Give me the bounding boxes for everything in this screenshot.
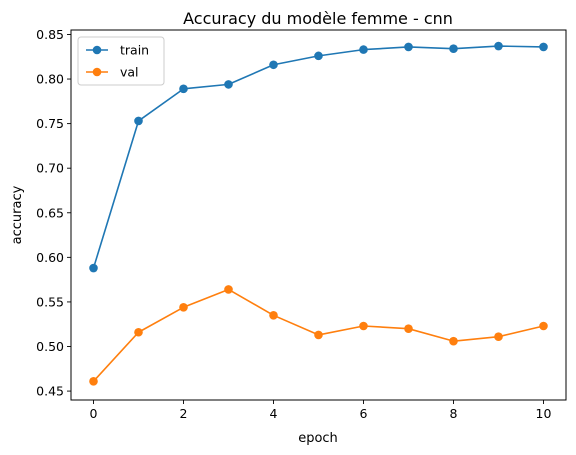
- data-point-train: [494, 41, 503, 51]
- x-axis-label: epoch: [298, 431, 338, 446]
- legend-label-train: train: [120, 43, 149, 58]
- y-tick-label: 0.70: [36, 161, 64, 176]
- x-tick-label: 8: [450, 406, 458, 421]
- chart-title: Accuracy du modèle femme - cnn: [183, 9, 453, 28]
- data-point-train: [404, 42, 413, 52]
- data-point-val: [494, 332, 503, 342]
- data-point-train: [539, 42, 548, 52]
- data-point-val: [359, 321, 368, 331]
- axes: 0 2 4 6 8 10 0.45 0.50 0.55 0.60 0.65 0.70 0.75 0.80 0…: [36, 27, 551, 421]
- legend-label-val: val: [120, 65, 139, 80]
- plot-area: [89, 41, 548, 386]
- x-tick-label: 4: [270, 406, 278, 421]
- x-tick-label: 10: [536, 406, 552, 421]
- data-point-train: [179, 84, 188, 94]
- plot-frame: [70, 29, 567, 401]
- legend: train val: [77, 36, 165, 86]
- y-tick-label: 0.80: [36, 72, 64, 87]
- data-point-train: [224, 80, 233, 89]
- legend-swatch-marker-val: [92, 67, 102, 77]
- y-tick-label: 0.50: [36, 339, 64, 354]
- data-point-val: [269, 311, 278, 320]
- data-point-val: [449, 336, 458, 346]
- legend-swatch-marker-train: [92, 45, 102, 55]
- data-point-val: [539, 321, 548, 331]
- x-tick-label: 0: [90, 406, 98, 421]
- data-point-train: [359, 45, 368, 54]
- y-tick-label: 0.65: [36, 205, 64, 220]
- data-point-train: [449, 44, 458, 54]
- x-tick-label: 2: [180, 406, 188, 421]
- data-point-val: [314, 330, 323, 340]
- x-tick-label: 6: [360, 406, 368, 421]
- data-point-train: [269, 60, 278, 70]
- data-point-train: [89, 263, 98, 273]
- data-point-val: [134, 327, 143, 337]
- data-point-val: [179, 302, 188, 312]
- data-point-val: [404, 324, 413, 333]
- y-tick-label: 0.60: [36, 250, 64, 265]
- y-tick-label: 0.85: [36, 27, 64, 42]
- data-point-train: [314, 51, 323, 61]
- y-tick-label: 0.45: [36, 384, 64, 399]
- y-axis-label: accuracy: [10, 185, 25, 244]
- data-point-train: [134, 116, 143, 126]
- data-point-val: [224, 285, 233, 294]
- y-tick-label: 0.55: [36, 294, 64, 309]
- data-point-val: [89, 376, 98, 386]
- y-tick-label: 0.75: [36, 116, 64, 131]
